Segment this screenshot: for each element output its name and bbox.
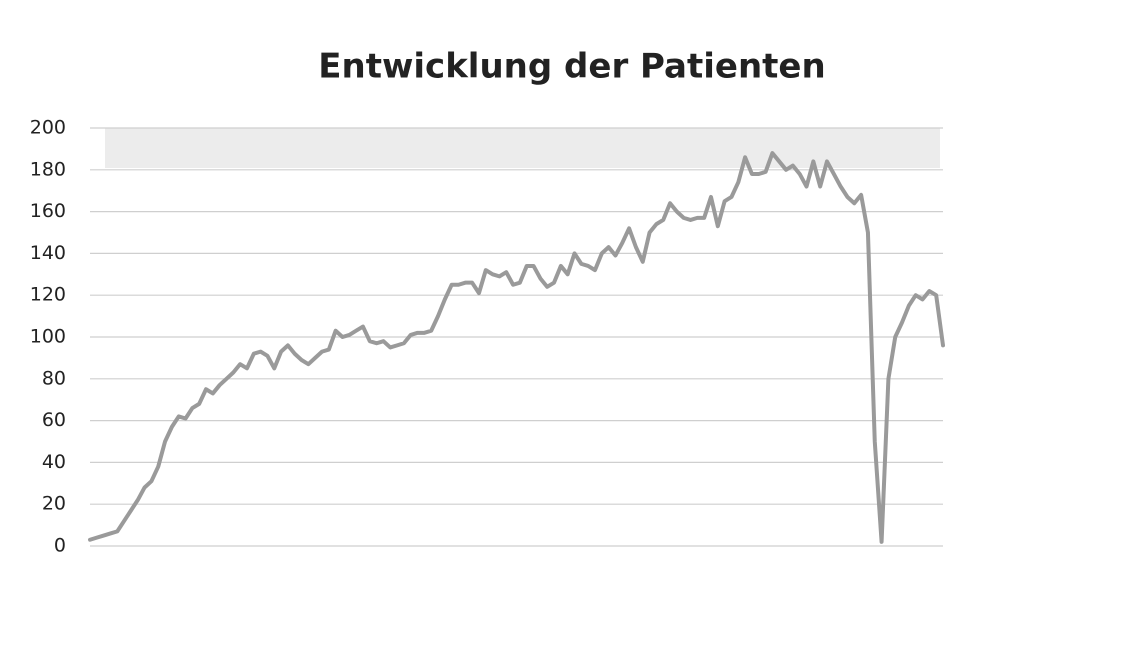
y-tick-label: 120 <box>30 284 66 306</box>
y-tick-label: 100 <box>30 326 66 348</box>
y-tick-label: 20 <box>42 493 66 515</box>
y-tick-label: 40 <box>42 451 66 473</box>
y-tick-label: 200 <box>30 117 66 139</box>
y-tick-label: 140 <box>30 242 66 264</box>
data-line <box>88 151 945 544</box>
scan-shade <box>105 128 940 168</box>
y-tick-label: 160 <box>30 200 66 222</box>
y-tick-label: 60 <box>42 409 66 431</box>
y-tick-label: 80 <box>42 367 66 389</box>
y-tick-label: 0 <box>54 535 66 557</box>
y-tick-label: 180 <box>30 158 66 180</box>
chart-title: Entwicklung der Patienten <box>318 47 825 87</box>
